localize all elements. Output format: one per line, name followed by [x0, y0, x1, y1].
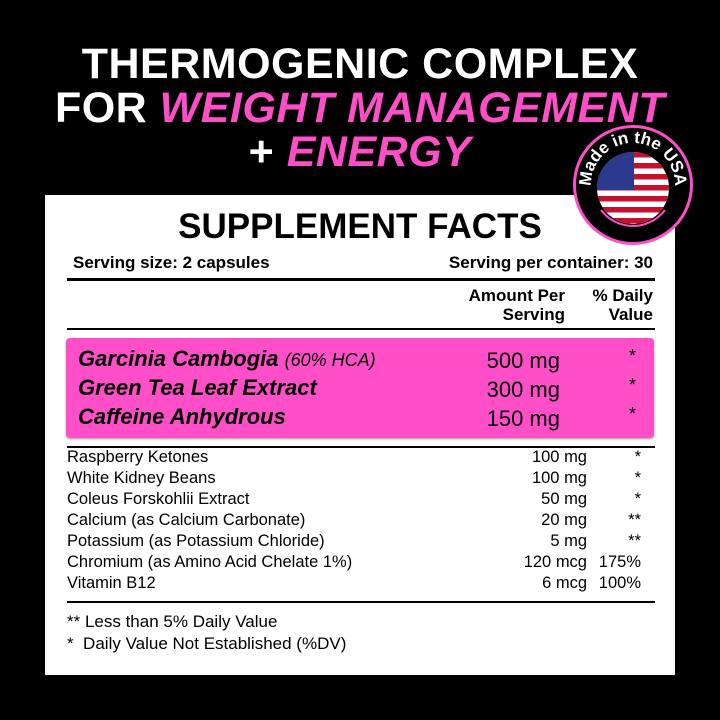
ingredient-name: Vitamin B12: [67, 574, 156, 592]
highlighted-ingredient-row: Caffeine Anhydrous 150 mg *: [78, 404, 648, 433]
column-header-dv-line1: % Daily: [592, 286, 653, 305]
ingredient-name: Caffeine Anhydrous: [78, 404, 286, 429]
ingredient-amount: 120 mcg: [523, 553, 587, 571]
headline-line3-prefix: +: [248, 128, 287, 176]
ingredient-name: Potassium (as Potassium Chloride): [67, 532, 325, 550]
ingredient-dv: *: [634, 469, 641, 487]
serving-size: Serving size: 2 capsules: [73, 253, 270, 272]
ingredient-name: Coleus Forskohlii Extract: [67, 490, 250, 508]
ingredient-name: Green Tea Leaf Extract: [78, 375, 317, 400]
ingredient-dv: *: [628, 375, 636, 395]
ingredient-row: White Kidney Beans 100 mg *: [67, 469, 655, 490]
divider: [67, 601, 655, 603]
ingredient-amount: 500 mg: [486, 348, 560, 373]
footnote: ** Less than 5% Daily Value: [67, 612, 278, 631]
highlighted-ingredients: Garcinia Cambogia (60% HCA) 500 mg * Green …: [66, 338, 654, 438]
headline-line2-accent: WEIGHT MANAGEMENT: [159, 84, 666, 132]
divider: [67, 278, 655, 281]
ingredient-dv: *: [628, 404, 636, 424]
ingredient-row: Coleus Forskohlii Extract 50 mg *: [67, 490, 655, 511]
headline-line3: + ENERGY: [0, 128, 720, 177]
column-header-amount-line2: Serving: [502, 305, 565, 324]
ingredient-row: Chromium (as Amino Acid Chelate 1%) 120 m…: [67, 553, 655, 574]
supplement-facts-panel: SUPPLEMENT FACTS Serving size: 2 capsule…: [45, 195, 675, 675]
headline-line2: FOR WEIGHT MANAGEMENT: [0, 84, 720, 133]
footnotes: ** Less than 5% Daily Value * Daily Valu…: [67, 611, 346, 655]
servings-per-container: Serving per container: 30: [448, 253, 653, 272]
ingredient-name: Calcium (as Calcium Carbonate): [67, 511, 306, 529]
ingredient-dv: *: [634, 490, 641, 508]
column-header-amount: Amount Per Serving: [469, 286, 565, 324]
ingredient-dv: **: [628, 532, 641, 550]
ingredient-amount: 20 mg: [541, 511, 587, 529]
ingredient-dv: *: [628, 346, 636, 366]
ingredient-amount: 150 mg: [486, 406, 560, 431]
ingredient-name: Garcinia Cambogia (60% HCA): [78, 346, 376, 371]
ingredient-row: Calcium (as Calcium Carbonate) 20 mg **: [67, 511, 655, 532]
footnote: * Daily Value Not Established (%DV): [67, 634, 347, 653]
column-header-dv: % Daily Value: [593, 286, 653, 324]
ingredient-amount: 100 mg: [531, 469, 587, 487]
highlighted-ingredient-row: Garcinia Cambogia (60% HCA) 500 mg *: [78, 346, 648, 375]
ingredient-amount: 5 mg: [550, 532, 587, 550]
highlighted-ingredient-row: Green Tea Leaf Extract 300 mg *: [78, 375, 648, 404]
divider: [67, 328, 655, 330]
made-in-usa-badge: Made in the USA: [573, 125, 693, 245]
ingredient-dv: **: [628, 511, 641, 529]
facts-title: SUPPLEMENT FACTS: [178, 207, 542, 246]
ingredient-name: Chromium (as Amino Acid Chelate 1%): [67, 553, 353, 571]
ingredient-dv: *: [634, 448, 641, 466]
ingredient-amount: 300 mg: [486, 377, 560, 402]
ingredient-name: Raspberry Ketones: [67, 448, 209, 466]
ingredient-dv: 100%: [598, 574, 641, 592]
headline-line1: THERMOGENIC COMPLEX: [81, 40, 639, 88]
ingredient-row: Raspberry Ketones 100 mg *: [67, 448, 655, 469]
column-header-dv-line2: Value: [608, 305, 653, 324]
divider: [67, 446, 655, 448]
ingredient-amount: 100 mg: [531, 448, 587, 466]
badge-graphic: Made in the USA: [576, 128, 690, 227]
ingredient-row: Potassium (as Potassium Chloride) 5 mg **: [67, 532, 655, 553]
ingredient-amount: 6 mcg: [542, 574, 587, 592]
ingredient-amount: 50 mg: [541, 490, 587, 508]
us-flag-icon: [597, 152, 669, 224]
headline-line3-accent: ENERGY: [286, 128, 472, 176]
headline-line2-prefix: FOR: [54, 84, 160, 132]
ingredient-name: White Kidney Beans: [67, 469, 216, 487]
column-header-amount-line1: Amount Per: [468, 286, 565, 305]
ingredient-dv: 175%: [598, 553, 641, 571]
ingredient-row: Vitamin B12 6 mcg 100%: [67, 574, 655, 595]
